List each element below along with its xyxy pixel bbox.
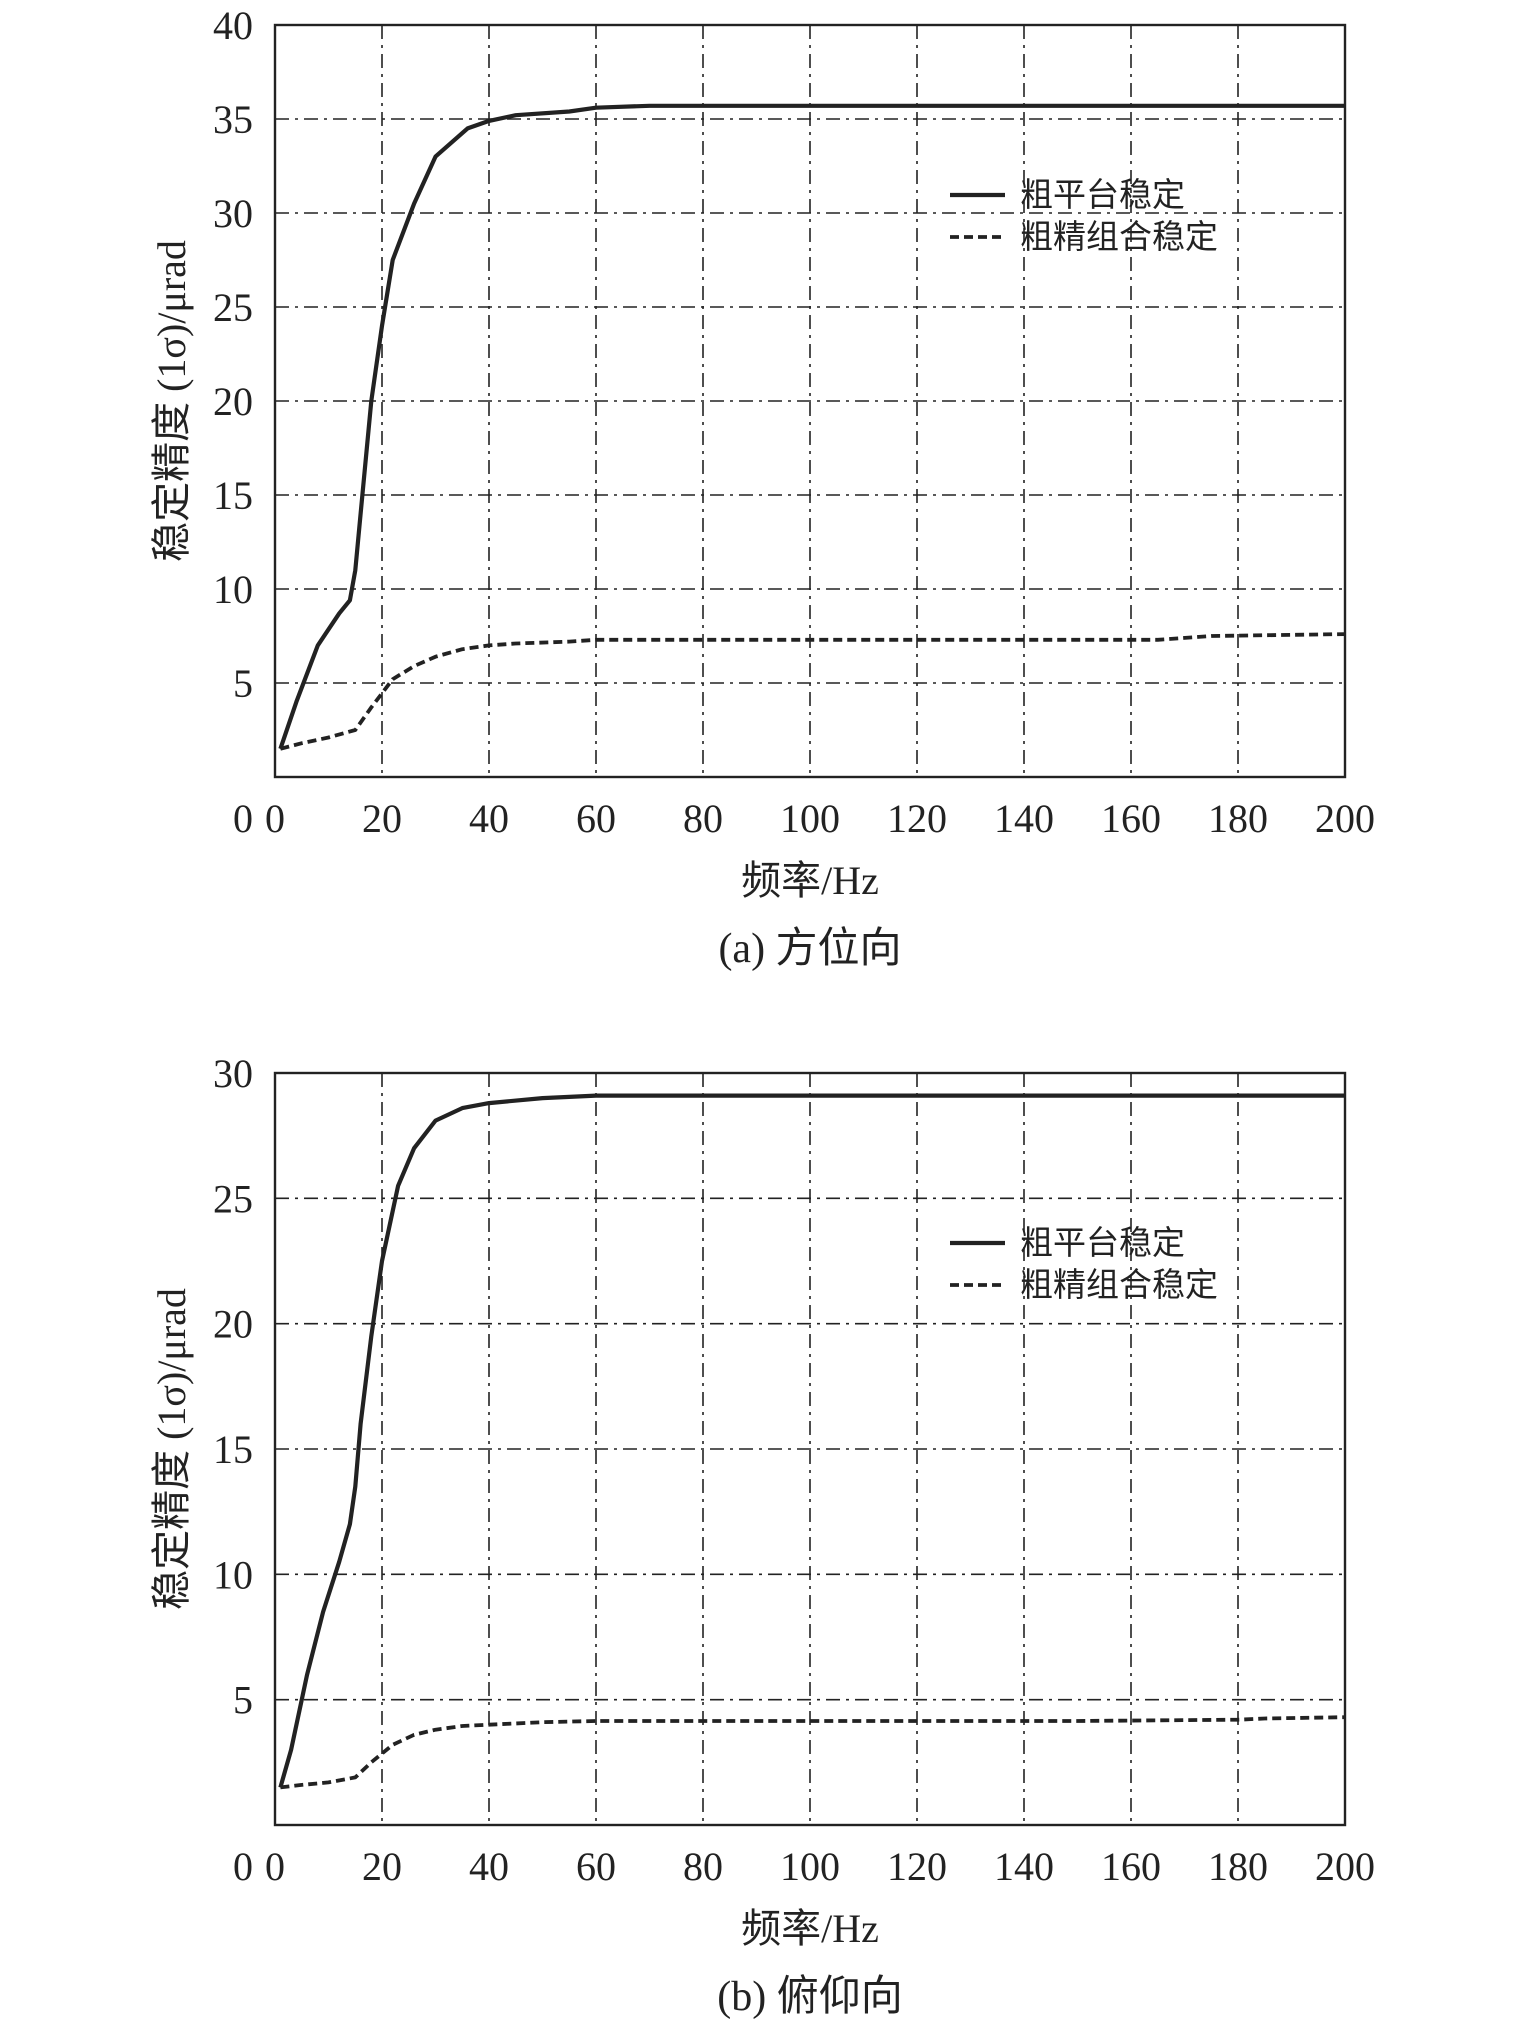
azimuth-y-tick-label-20: 20: [213, 379, 253, 424]
chart-azimuth-svg: 0 20 40 60 80 100 120 140 160 180 200 0 5 10 15 20 25 30 3…: [149, 3, 1375, 972]
elevation-series-coarse-fine-combined-line: [280, 1715, 1346, 1790]
azimuth-x-tick-label-20: 20: [362, 796, 402, 841]
chart-elevation-svg: 0 20 40 60 80 100 120 140 160 180 200 0 5 10 15 20 25 30 频…: [149, 1051, 1375, 2020]
chart-azimuth: 0 20 40 60 80 100 120 140 160 180 200 0 5 10 15 20 25 30 3…: [149, 3, 1375, 972]
elevation-y-axis-label: 稳定精度 (1σ)/μrad: [149, 1288, 194, 1610]
azimuth-x-tick-label-120: 120: [887, 796, 947, 841]
elevation-caption: (b) 俯仰向: [717, 1973, 902, 2020]
azimuth-legend-label-0: 粗平台稳定: [1020, 177, 1185, 214]
elevation-x-tick-label-140: 140: [994, 1844, 1054, 1889]
elevation-x-tick-label-160: 160: [1101, 1844, 1161, 1889]
chart-elevation: 0 20 40 60 80 100 120 140 160 180 200 0 5 10 15 20 25 30 频…: [0, 1020, 1535, 2040]
azimuth-y-tick-label-5: 5: [233, 661, 253, 706]
elevation-x-tick-label-60: 60: [576, 1844, 616, 1889]
azimuth-x-tick-label-80: 80: [683, 796, 723, 841]
elevation-x-tick-label-40: 40: [469, 1844, 509, 1889]
azimuth-x-tick-label-180: 180: [1208, 796, 1268, 841]
azimuth-y-tick-label-40: 40: [213, 3, 253, 48]
elevation-series-coarse-platform-line: [278, 1093, 1345, 1788]
azimuth-series-coarse-platform-line: [278, 103, 1345, 750]
azimuth-y-tick-label-35: 35: [213, 97, 253, 142]
elevation-y-tick-label-0: 0: [233, 1844, 253, 1889]
elevation-x-tick-label-100: 100: [780, 1844, 840, 1889]
azimuth-x-tick-label-60: 60: [576, 796, 616, 841]
elevation-y-tick-label-30: 30: [213, 1051, 253, 1096]
azimuth-x-axis-label: 频率/Hz: [741, 858, 879, 903]
elevation-x-tick-label-80: 80: [683, 1844, 723, 1889]
azimuth-x-tick-label-100: 100: [780, 796, 840, 841]
azimuth-y-tick-label-15: 15: [213, 473, 253, 518]
elevation-y-tick-label-10: 10: [213, 1552, 253, 1597]
azimuth-legend-label-1: 粗精组合稳定: [1020, 219, 1218, 256]
azimuth-caption: (a) 方位向: [718, 925, 901, 972]
azimuth-x-tick-label-140: 140: [994, 796, 1054, 841]
azimuth-y-axis-label: 稳定精度 (1σ)/μrad: [149, 240, 194, 562]
azimuth-y-tick-label-25: 25: [213, 285, 253, 330]
elevation-y-tick-label-20: 20: [213, 1302, 253, 1347]
azimuth-x-tick-label-40: 40: [469, 796, 509, 841]
elevation-y-tick-label-15: 15: [213, 1427, 253, 1472]
azimuth-y-tick-label-0: 0: [233, 796, 253, 841]
elevation-legend-label-0: 粗平台稳定: [1020, 1225, 1185, 1262]
azimuth-x-tick-label-200: 200: [1315, 796, 1375, 841]
azimuth-plot-frame: [273, 23, 1347, 779]
elevation-plot-frame: [273, 1071, 1347, 1827]
elevation-x-tick-label-0: 0: [265, 1844, 285, 1889]
elevation-y-tick-label-5: 5: [233, 1678, 253, 1723]
azimuth-y-tick-label-30: 30: [213, 191, 253, 236]
azimuth-x-tick-label-160: 160: [1101, 796, 1161, 841]
azimuth-x-tick-label-0: 0: [265, 796, 285, 841]
elevation-legend-label-1: 粗精组合稳定: [1020, 1267, 1218, 1304]
elevation-x-axis-label: 频率/Hz: [741, 1906, 879, 1951]
azimuth-y-tick-label-10: 10: [213, 567, 253, 612]
elevation-x-tick-label-120: 120: [887, 1844, 947, 1889]
elevation-x-tick-label-180: 180: [1208, 1844, 1268, 1889]
elevation-y-tick-label-25: 25: [213, 1176, 253, 1221]
elevation-x-tick-label-200: 200: [1315, 1844, 1375, 1889]
azimuth-series-coarse-fine-combined-line: [279, 632, 1346, 751]
elevation-x-tick-label-20: 20: [362, 1844, 402, 1889]
